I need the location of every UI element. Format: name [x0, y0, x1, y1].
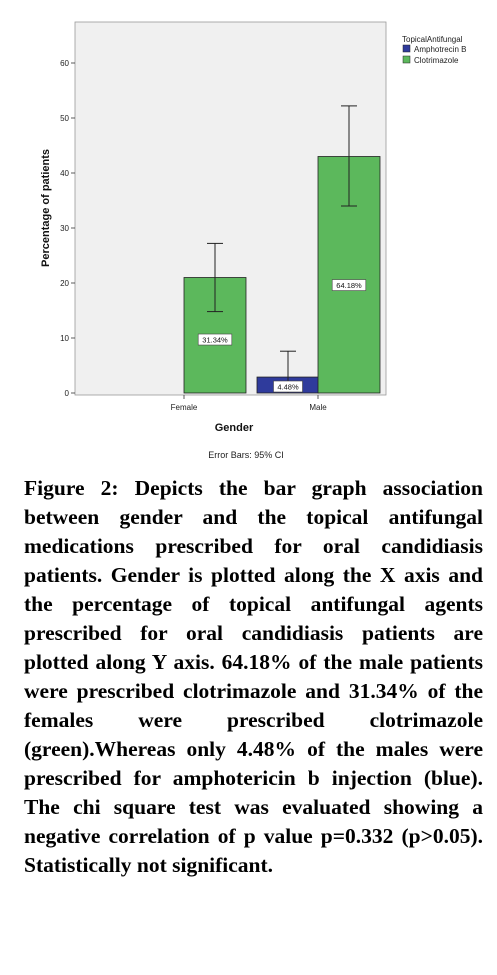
y-tick-label: 30: [60, 224, 69, 233]
x-axis-title: Gender: [215, 422, 254, 434]
data-label-box: [273, 380, 303, 393]
x-tick-label: Male: [309, 403, 327, 412]
data-label-box: [197, 333, 233, 346]
data-label-box: [331, 279, 367, 291]
bar-chart: 0 10 20 30 40 50 60 Female Male 4.48% 31.34% 64.1…: [40, 21, 466, 460]
error-bars-group: [207, 105, 357, 393]
y-tick-label: 40: [60, 169, 69, 178]
y-axis: 0 10 20 30 40 50 60: [60, 59, 75, 398]
data-label: 4.48%: [277, 383, 299, 392]
x-tick-label: Female: [171, 403, 198, 412]
y-tick-label: 50: [60, 114, 69, 123]
y-tick-label: 60: [60, 59, 69, 68]
y-tick-label: 10: [60, 334, 69, 343]
data-labels-group: 4.48% 31.34% 64.18%: [197, 279, 367, 393]
legend-label: Clotrimazole: [414, 56, 459, 65]
legend-swatch: [402, 44, 411, 53]
error-bars-footnote: Error Bars: 95% CI: [208, 450, 284, 460]
x-axis: Female Male: [171, 395, 327, 412]
y-tick-label: 0: [65, 389, 70, 398]
y-tick-label: 20: [60, 279, 69, 288]
data-label: 31.34%: [202, 336, 228, 345]
figure-caption: Figure 2: Depicts the bar graph associat…: [24, 476, 483, 877]
legend-label: Amphotrecin B: [414, 45, 466, 54]
legend-title: TopicalAntifungal: [402, 35, 463, 44]
legend-swatch: [402, 55, 411, 64]
legend: TopicalAntifungal Amphotrecin B Clotrimaz…: [402, 35, 466, 65]
data-label: 64.18%: [336, 281, 362, 290]
y-axis-title: Percentage of patients: [40, 149, 52, 267]
